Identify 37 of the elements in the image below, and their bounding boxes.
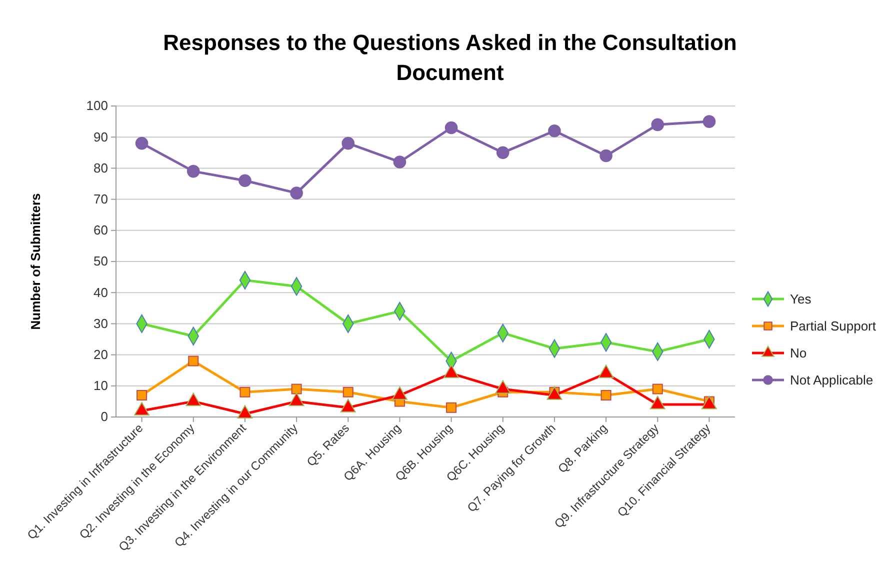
point [444, 121, 458, 134]
point [291, 384, 302, 394]
legend-label: Partial Support [790, 318, 876, 334]
point [240, 386, 250, 398]
point [342, 136, 355, 150]
legend-label: No [790, 346, 807, 361]
point [135, 136, 148, 150]
point [496, 146, 510, 160]
point [342, 386, 354, 398]
point [651, 118, 664, 132]
point [188, 356, 199, 366]
legend-label: Not Applicable [790, 372, 874, 388]
legend-label: Yes [790, 292, 812, 307]
point [238, 174, 252, 188]
point [136, 390, 148, 400]
y-tick-label: 50 [94, 254, 108, 269]
chart-title: Responses to the Questions Asked in the Consultation Document [163, 30, 737, 85]
y-tick-label: 0 [100, 409, 108, 424]
point [652, 384, 663, 394]
point [702, 115, 716, 128]
y-tick-label: 100 [86, 98, 108, 114]
y-tick-label: 60 [94, 222, 108, 238]
y-tick-label: 30 [94, 316, 108, 331]
y-tick-label: 40 [94, 284, 108, 300]
y-tick-label: 10 [94, 378, 108, 394]
y-tick-label: 80 [94, 160, 108, 176]
y-tick-label: 70 [94, 191, 108, 206]
y-axis-title: Number of Submitters [28, 193, 43, 330]
y-tick-label: 20 [94, 346, 108, 362]
point [446, 402, 457, 413]
point [186, 164, 200, 178]
point [290, 186, 303, 200]
y-tick-label: 90 [94, 129, 108, 144]
point [600, 390, 612, 400]
point [600, 149, 612, 162]
point [548, 124, 561, 138]
point [393, 156, 406, 168]
